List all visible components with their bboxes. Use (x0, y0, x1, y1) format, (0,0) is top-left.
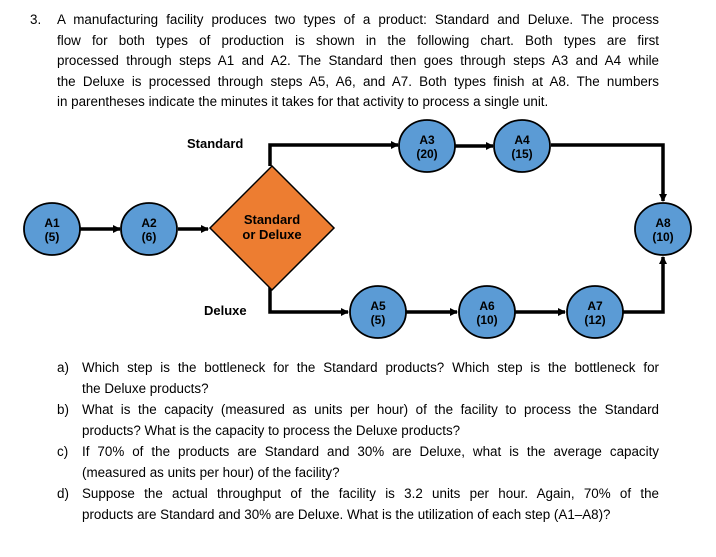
question-label: a) (57, 360, 69, 375)
step-id: A1 (44, 216, 60, 230)
text-line: in parentheses indicate the minutes it t… (57, 94, 549, 109)
step-id: A5 (370, 299, 386, 313)
decision-diamond (208, 164, 336, 292)
step-time: (12) (584, 313, 605, 327)
arrow-a4-a8 (551, 143, 667, 202)
step-id: A4 (514, 133, 530, 147)
question-label: d) (57, 486, 69, 501)
step-circle (634, 202, 692, 256)
step-time: (5) (371, 313, 386, 327)
text-line: A manufacturing facility produces two ty… (57, 12, 659, 27)
process-step-a3: A3(20) (398, 119, 456, 173)
process-steps: A1(5)A2(6)A3(20)A4(15)A5(5)A6(10)A7(12)A… (23, 119, 692, 339)
step-time: (6) (142, 230, 157, 244)
text-line: flow for both types of production is sho… (57, 32, 659, 48)
step-time: (10) (476, 313, 497, 327)
question-text-line: Which step is the bottleneck for the Sta… (82, 360, 659, 375)
step-circle (23, 202, 81, 256)
question-label: b) (57, 402, 69, 417)
step-circle (398, 119, 456, 173)
question-text-line: If 70% of the products are Standard and … (82, 444, 659, 459)
branch-label-deluxe: Deluxe (204, 303, 247, 318)
arrow-decision-a3 (268, 141, 399, 166)
question-text-line: products are Standard and 30% are Deluxe… (82, 506, 611, 522)
questions-list: a) Which step is the bottleneck for the S… (57, 358, 659, 526)
step-id: A2 (141, 216, 157, 230)
question-item: d) Suppose the actual throughput of the f… (57, 484, 659, 525)
question-text-line: products? What is the capacity to proces… (82, 422, 461, 438)
step-time: (5) (45, 230, 60, 244)
step-time: (15) (511, 147, 532, 161)
arrow-decision-a5 (268, 283, 349, 316)
process-step-a1: A1(5) (23, 202, 81, 256)
step-id: A6 (479, 299, 495, 313)
question-label: c) (57, 444, 69, 459)
step-circle (493, 119, 551, 173)
step-id: A7 (587, 299, 603, 313)
text-line: the Deluxe is processed through steps A5… (57, 73, 659, 89)
step-circle (458, 285, 516, 339)
step-circle (120, 202, 178, 256)
process-step-a7: A7(12) (566, 285, 624, 339)
question-text-line: Suppose the actual throughput of the fac… (82, 486, 659, 501)
text-line: processed through steps A1 and A2. The S… (57, 53, 659, 68)
decision-label-line1: Standard (244, 212, 300, 227)
step-circle (349, 285, 407, 339)
step-id: A8 (655, 216, 671, 230)
question-item: b) What is the capacity (measured as unit… (57, 400, 659, 441)
process-step-a8: A8(10) (634, 202, 692, 256)
question-text-line: the Deluxe products? (82, 380, 209, 396)
step-circle (566, 285, 624, 339)
arrow-a7-a8 (623, 256, 667, 314)
question-item: a) Which step is the bottleneck for the S… (57, 358, 659, 399)
process-step-a2: A2(6) (120, 202, 178, 256)
problem-number: 3. (30, 12, 42, 27)
step-id: A3 (419, 133, 435, 147)
question-item: c) If 70% of the products are Standard an… (57, 442, 659, 483)
process-step-a5: A5(5) (349, 285, 407, 339)
process-step-a6: A6(10) (458, 285, 516, 339)
question-text-line: What is the capacity (measured as units … (82, 402, 659, 417)
question-text-line: (measured as units per hour) of the faci… (82, 464, 340, 480)
step-time: (20) (416, 147, 437, 161)
problem-text: A manufacturing facility produces two ty… (57, 10, 659, 113)
process-step-a4: A4(15) (493, 119, 551, 173)
step-time: (10) (652, 230, 673, 244)
branch-label-standard: Standard (187, 136, 243, 151)
decision-label-line2: or Deluxe (242, 227, 301, 242)
